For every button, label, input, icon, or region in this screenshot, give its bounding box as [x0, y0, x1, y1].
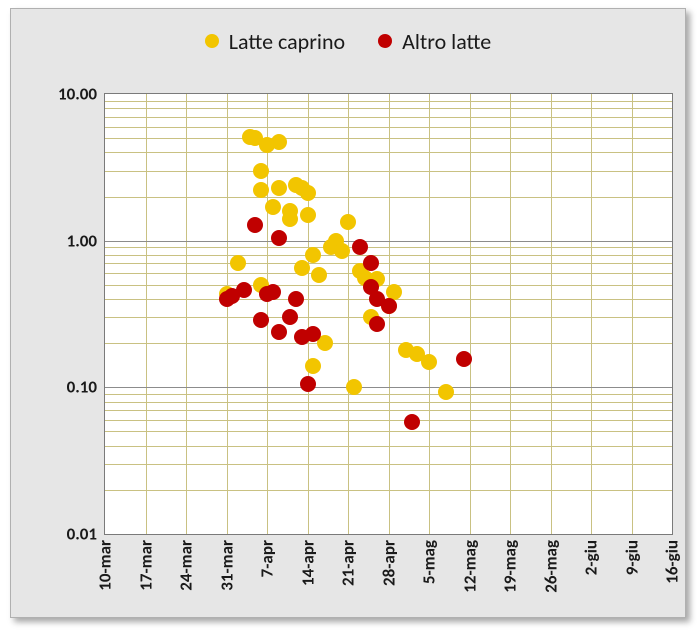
data-point [456, 351, 472, 367]
data-point [265, 199, 281, 215]
data-point [300, 185, 316, 201]
gridline-h-minor [105, 108, 672, 109]
data-point [282, 309, 298, 325]
data-point [346, 379, 362, 395]
data-point [404, 414, 420, 430]
legend-label-altro: Altro latte [402, 28, 491, 55]
data-point [381, 298, 397, 314]
x-tick-label: 28-apr [378, 540, 399, 586]
data-point [271, 324, 287, 340]
y-tick-label: 10.00 [58, 84, 97, 105]
gridline-h-minor [105, 127, 672, 128]
data-point [421, 354, 437, 370]
data-point [271, 230, 287, 246]
gridline-h-minor [105, 490, 672, 491]
data-point [363, 255, 379, 271]
gridline-h-minor [105, 420, 672, 421]
x-tick-label: 5-mag [419, 540, 440, 584]
legend: Latte caprino Altro latte [11, 27, 685, 55]
data-point [282, 211, 298, 227]
data-point [247, 217, 263, 233]
gridline-v [227, 94, 228, 534]
legend-item-caprino: Latte caprino [205, 28, 345, 55]
gridline-h-minor [105, 273, 672, 274]
gridline-v [308, 94, 309, 534]
data-point [271, 134, 287, 150]
gridline-h-minor [105, 410, 672, 411]
y-tick-label: 0.01 [67, 524, 97, 545]
data-point [311, 267, 327, 283]
gridline-h-minor [105, 394, 672, 395]
legend-dot-caprino [205, 34, 219, 48]
data-point [265, 284, 281, 300]
gridline-h-minor [105, 317, 672, 318]
gridline-h-minor [105, 431, 672, 432]
x-tick-label: 2-giu [581, 540, 602, 575]
data-point [305, 326, 321, 342]
legend-dot-altro [378, 34, 392, 48]
y-tick-label: 0.10 [67, 377, 97, 398]
data-point [253, 312, 269, 328]
x-tick-label: 26-mag [540, 540, 561, 593]
data-point [340, 214, 356, 230]
gridline-h-minor [105, 402, 672, 403]
data-point [271, 180, 287, 196]
data-point [305, 358, 321, 374]
data-point [369, 316, 385, 332]
x-tick-label: 21-apr [338, 540, 359, 586]
data-point [230, 255, 246, 271]
gridline-h-minor [105, 101, 672, 102]
gridline-v [510, 94, 511, 534]
y-tick-label: 1.00 [67, 230, 97, 251]
data-point [236, 282, 252, 298]
data-point [352, 239, 368, 255]
gridline-v [551, 94, 552, 534]
data-point [305, 247, 321, 263]
data-point [253, 182, 269, 198]
x-tick-label: 19-mag [500, 540, 521, 593]
gridline-h-minor [105, 197, 672, 198]
x-tick-label: 12-mag [459, 540, 480, 593]
gridline-h-minor [105, 138, 672, 139]
gridline-h-minor [105, 446, 672, 447]
gridline-h-minor [105, 171, 672, 172]
gridline-v [186, 94, 187, 534]
data-point [288, 291, 304, 307]
plot-area: 10-mar17-mar24-mar31-mar7-apr14-apr21-ap… [104, 93, 673, 535]
data-point [294, 260, 310, 276]
gridline-h-minor [105, 343, 672, 344]
x-tick-label: 10-mar [95, 540, 116, 591]
gridline-h-minor [105, 117, 672, 118]
gridline-v [389, 94, 390, 534]
gridline-v [146, 94, 147, 534]
gridline-h-major [105, 387, 672, 388]
legend-item-altro: Altro latte [378, 28, 491, 55]
x-tick-label: 24-mar [176, 540, 197, 591]
gridline-h-minor [105, 152, 672, 153]
gridline-h-minor [105, 247, 672, 248]
data-point [300, 376, 316, 392]
gridline-h-major [105, 241, 672, 242]
gridline-h-minor [105, 263, 672, 264]
gridline-h-minor [105, 255, 672, 256]
x-tick-label: 31-mar [216, 540, 237, 591]
gridline-v [348, 94, 349, 534]
data-point [438, 384, 454, 400]
data-point [300, 207, 316, 223]
x-tick-label: 9-giu [621, 540, 642, 575]
data-point [334, 243, 350, 259]
x-tick-label: 7-apr [257, 540, 278, 577]
gridline-v [429, 94, 430, 534]
chart-container: Latte caprino Altro latte 10-mar17-mar24… [10, 8, 686, 618]
gridline-v [470, 94, 471, 534]
gridline-h-minor [105, 464, 672, 465]
data-point [253, 163, 269, 179]
x-tick-label: 14-apr [297, 540, 318, 586]
gridline-v [591, 94, 592, 534]
x-tick-label: 17-mar [135, 540, 156, 591]
gridline-v [632, 94, 633, 534]
x-tick-label: 16-giu [662, 540, 683, 584]
legend-label-caprino: Latte caprino [229, 28, 345, 55]
